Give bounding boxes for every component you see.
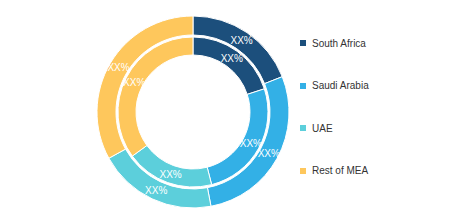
html-text:UAE: UAE bbox=[312, 122, 333, 134]
html-text:South Africa: South Africa bbox=[312, 37, 366, 49]
html-text:Saudi Arabia: Saudi Arabia bbox=[312, 80, 369, 92]
svg-text:XX%: XX% bbox=[107, 62, 129, 73]
svg-text:XX%: XX% bbox=[239, 138, 262, 150]
svg-text:XX%: XX% bbox=[145, 185, 167, 196]
svg-text:XX%: XX% bbox=[221, 53, 243, 64]
svg-text:XX%: XX% bbox=[258, 148, 280, 159]
svg-text:XX%: XX% bbox=[231, 35, 253, 46]
svg-text:XX%: XX% bbox=[123, 77, 145, 88]
svg-text:XX%: XX% bbox=[160, 169, 182, 180]
html-text:Rest of MEA: Rest of MEA bbox=[312, 165, 369, 177]
